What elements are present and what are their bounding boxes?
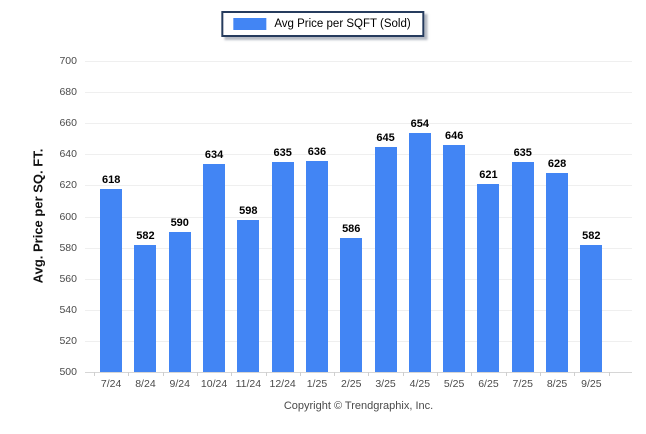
x-axis-tickmark xyxy=(471,372,473,376)
bar-value-label: 582 xyxy=(136,229,155,242)
gridline xyxy=(85,216,632,218)
gridline xyxy=(85,372,632,373)
y-tick-label: 660 xyxy=(59,117,77,130)
bar-1-25 xyxy=(305,160,328,372)
x-tick-label: 11/24 xyxy=(235,378,262,390)
y-tick-label: 540 xyxy=(59,303,77,316)
x-axis-tickmark xyxy=(334,372,336,376)
bar-2-25 xyxy=(340,238,363,372)
y-tick-label: 500 xyxy=(59,366,77,378)
x-axis-tickmark xyxy=(162,372,164,376)
bar-value-label: 621 xyxy=(479,168,498,181)
bar-7-24 xyxy=(100,188,123,372)
bar-value-label: 654 xyxy=(410,117,430,130)
bar-value-label: 590 xyxy=(170,217,189,230)
x-axis-tickmark xyxy=(402,372,404,376)
x-axis-tickmark xyxy=(265,372,267,376)
x-tick-label: 4/25 xyxy=(409,378,431,390)
x-tick-label: 9/25 xyxy=(581,378,602,390)
bar-5-25 xyxy=(443,144,466,372)
bar-value-label: 636 xyxy=(307,145,327,158)
bar-8-24 xyxy=(134,244,157,372)
bar-value-label: 598 xyxy=(239,204,258,217)
bar-value-label: 635 xyxy=(513,147,532,160)
bar-3-25 xyxy=(374,146,397,372)
bar-value-label: 646 xyxy=(444,129,464,142)
bar-value-label: 634 xyxy=(204,148,224,161)
gridline xyxy=(85,123,632,125)
y-tick-label: 600 xyxy=(59,210,77,223)
gridline xyxy=(85,185,632,187)
copyright-text: Copyright © Trendgraphix, Inc. xyxy=(283,400,434,412)
gridline xyxy=(85,92,632,94)
x-tick-label: 8/25 xyxy=(546,378,568,390)
x-tick-label: 10/24 xyxy=(200,378,228,390)
x-tick-label: 8/24 xyxy=(135,378,156,390)
x-tick-label: 6/25 xyxy=(478,378,499,390)
x-tick-label: 7/24 xyxy=(100,378,122,390)
bar-value-label: 635 xyxy=(273,147,292,160)
bar-4-25 xyxy=(408,132,431,372)
bar-11-24 xyxy=(237,219,260,372)
bar-10-24 xyxy=(203,163,226,372)
x-axis-tickmark xyxy=(608,372,610,376)
gridline xyxy=(85,154,632,156)
legend: Avg Price per SQFT (Sold) xyxy=(221,11,425,37)
x-axis-tickmark xyxy=(505,372,507,376)
legend-label: Avg Price per SQFT (Sold) xyxy=(274,18,411,30)
x-axis-tickmark xyxy=(368,372,370,376)
bar-8-25 xyxy=(546,172,569,372)
plot-area: 500 520 540 560 580 600 620 640 660 680 700 618 7/24… xyxy=(59,55,632,390)
x-tick-label: 5/25 xyxy=(443,378,465,390)
x-axis-tickmark xyxy=(539,372,541,376)
bar-7-25 xyxy=(511,162,534,372)
y-tick-label: 520 xyxy=(59,334,77,347)
y-tick-label: 620 xyxy=(59,179,77,192)
y-tick-label: 700 xyxy=(59,55,77,67)
x-tick-label: 2/25 xyxy=(341,378,362,390)
bar-value-label: 618 xyxy=(101,173,121,186)
bar-9-24 xyxy=(168,232,191,372)
bar-value-label: 645 xyxy=(376,131,395,144)
x-tick-label: 7/25 xyxy=(512,378,533,390)
x-axis-tickmark xyxy=(94,372,95,376)
legend-swatch-icon xyxy=(233,18,267,30)
bar-value-label: 582 xyxy=(582,229,601,242)
bar-9-25 xyxy=(580,244,603,372)
y-tick-label: 560 xyxy=(59,272,77,285)
bar-12-24 xyxy=(271,162,294,372)
y-tick-label: 640 xyxy=(59,148,77,161)
x-axis-tickmark xyxy=(231,372,233,376)
x-tick-label: 9/24 xyxy=(169,378,190,390)
bar-value-label: 628 xyxy=(547,157,567,170)
bar-6-25 xyxy=(477,183,500,372)
y-tick-label: 580 xyxy=(59,241,77,254)
x-tick-label: 1/25 xyxy=(306,378,328,390)
x-tick-label: 3/25 xyxy=(375,378,396,390)
x-axis-tickmark xyxy=(574,372,576,376)
bar-value-label: 586 xyxy=(342,223,361,236)
y-tick-label: 680 xyxy=(59,86,77,99)
x-axis-tickmark xyxy=(128,372,130,376)
gridline xyxy=(85,61,632,62)
x-axis-tickmark xyxy=(437,372,438,376)
x-tick-label: 12/24 xyxy=(269,378,296,390)
x-axis-tickmark xyxy=(196,372,198,376)
x-axis-tickmark xyxy=(299,372,301,376)
